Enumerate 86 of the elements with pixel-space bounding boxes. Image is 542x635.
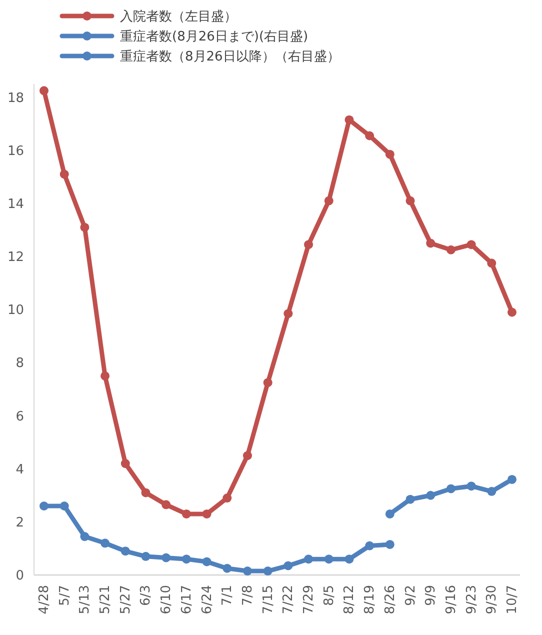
x-tick-label: 9/23 (464, 585, 480, 614)
point (284, 309, 293, 318)
legend-label: 重症者数（8月26日以降）（右目盛） (120, 50, 340, 65)
point (202, 557, 212, 566)
point (406, 196, 415, 206)
point (284, 561, 293, 570)
x-tick-label: 7/29 (302, 585, 317, 614)
point (242, 451, 252, 460)
point (120, 459, 130, 468)
point (141, 488, 150, 498)
point (365, 131, 374, 140)
x-tick-label: 5/27 (118, 585, 134, 614)
point (120, 546, 130, 556)
point (263, 566, 272, 576)
point (80, 532, 90, 542)
y-tick-label: 4 (16, 462, 24, 478)
point (426, 490, 436, 500)
point (263, 378, 272, 388)
point (385, 509, 394, 518)
y-tick-label: 2 (16, 515, 24, 530)
point (182, 554, 191, 564)
x-tick-label: 6/10 (159, 585, 174, 614)
point (385, 150, 394, 159)
x-tick-label: 8/19 (362, 585, 378, 614)
x-tick-label: 6/17 (179, 585, 194, 614)
y-tick-label: 6 (16, 409, 24, 424)
y-tick-label: 0 (16, 568, 24, 584)
x-tick-label: 7/8 (240, 585, 256, 606)
point (466, 482, 476, 491)
point (446, 484, 456, 494)
point (487, 486, 496, 496)
x-tick-label: 6/24 (200, 585, 215, 614)
point (365, 541, 374, 550)
point (40, 501, 48, 510)
x-tick-label: 5/21 (98, 585, 114, 614)
point (446, 245, 456, 254)
x-tick-label: 8/12 (342, 585, 358, 614)
x-tick-label: 9/16 (444, 585, 459, 614)
x-tick-label: 10/7 (505, 585, 520, 614)
point (487, 258, 496, 268)
point (100, 538, 110, 548)
x-tick-label: 5/13 (78, 585, 93, 614)
point (182, 509, 191, 518)
point (324, 196, 334, 206)
point (202, 509, 212, 518)
point (242, 566, 252, 576)
y-tick-label: 10 (7, 303, 24, 318)
point (406, 494, 415, 504)
legend-label: 重症者数(8月26日まで)(右目盛) (120, 30, 308, 45)
point (60, 170, 69, 179)
y-tick-label: 18 (7, 90, 24, 106)
y-tick-label: 8 (16, 356, 24, 372)
point (508, 474, 516, 484)
point (60, 501, 69, 510)
x-tick-label: 9/30 (484, 585, 500, 614)
x-tick-label: 8/26 (382, 585, 398, 614)
x-tick-label: 9/2 (403, 585, 418, 606)
point (426, 238, 436, 248)
legend-label: 入院者数（左目盛） (120, 10, 237, 25)
point (344, 115, 354, 124)
x-tick-label: 9/9 (424, 585, 439, 606)
y-tick-label: 12 (7, 250, 24, 266)
point (385, 540, 394, 549)
point (162, 500, 171, 510)
point (100, 371, 110, 380)
x-tick-label: 7/15 (260, 585, 276, 614)
point (344, 554, 354, 564)
y-tick-label: 14 (7, 196, 24, 212)
point (80, 222, 90, 232)
point (162, 553, 171, 562)
point (222, 494, 232, 503)
y-tick-label: 16 (7, 144, 24, 159)
point (508, 308, 516, 317)
point (304, 554, 314, 564)
point (222, 564, 232, 573)
x-tick-label: 8/5 (322, 585, 337, 606)
x-tick-label: 7/1 (220, 585, 236, 606)
x-tick-label: 7/22 (281, 585, 296, 614)
point (304, 240, 314, 250)
point (466, 240, 476, 250)
x-tick-label: 5/7 (57, 585, 72, 606)
point (40, 86, 48, 96)
x-tick-label: 4/28 (37, 585, 52, 614)
point (141, 552, 150, 561)
point (324, 554, 334, 564)
x-tick-label: 6/3 (138, 585, 154, 606)
